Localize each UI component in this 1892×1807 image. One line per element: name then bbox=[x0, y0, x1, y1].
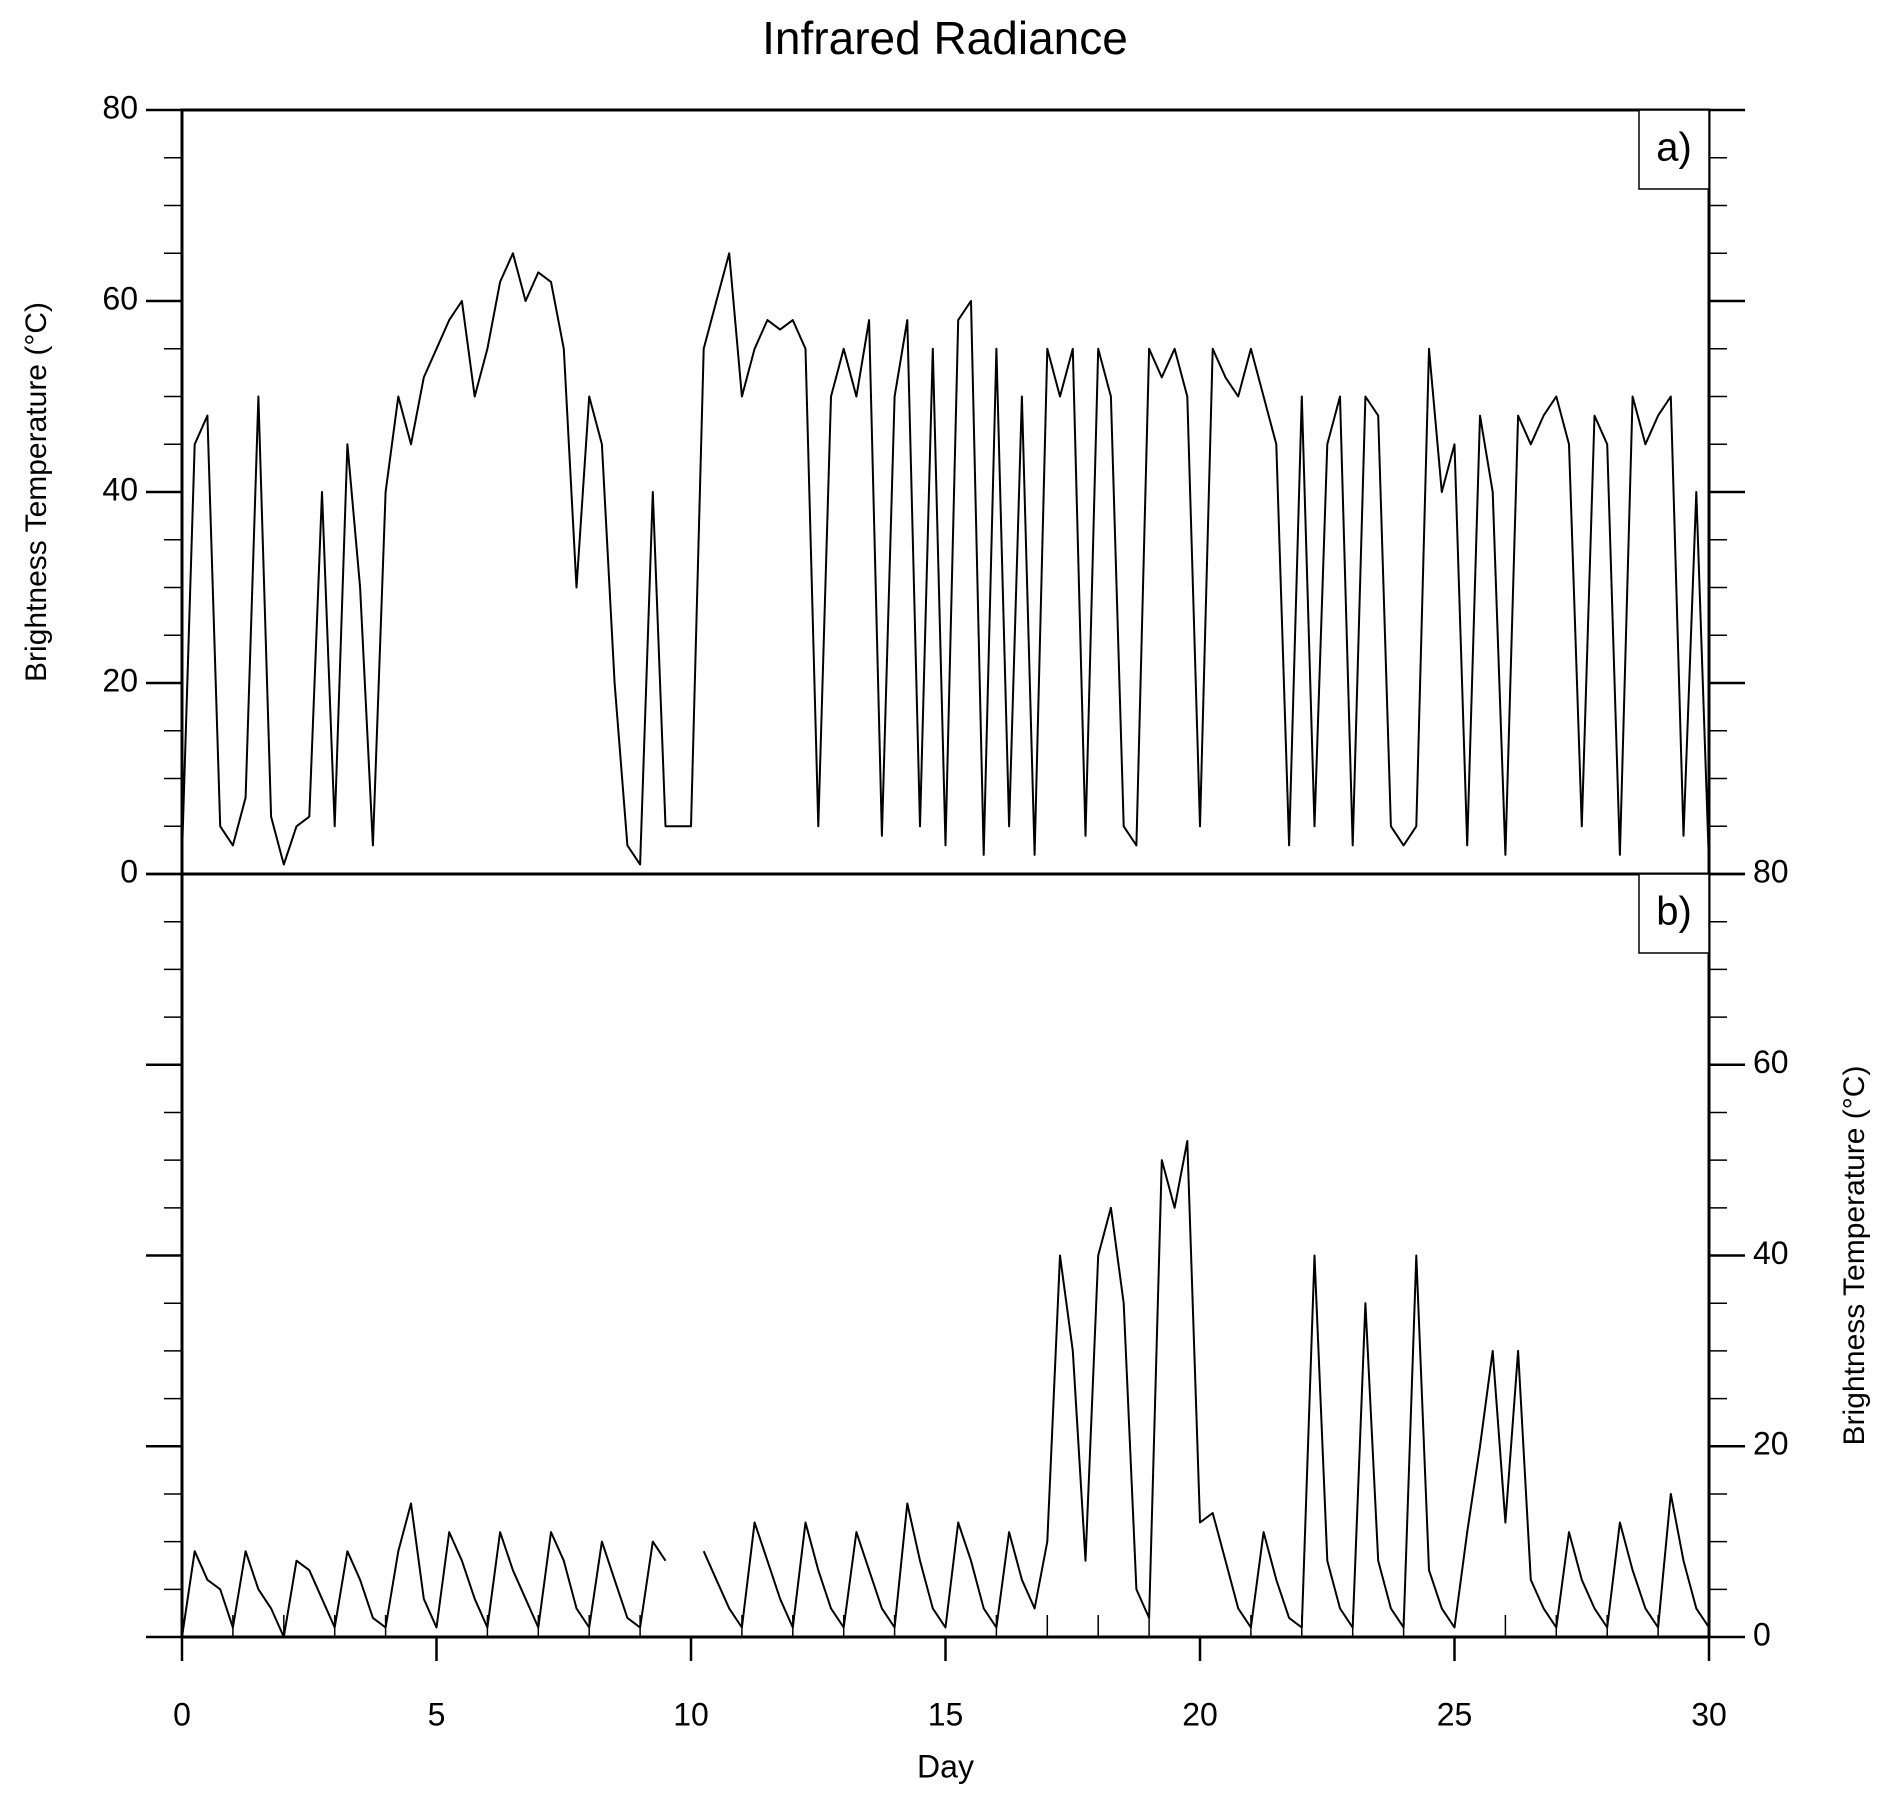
y-tick-label: 40 bbox=[102, 471, 138, 507]
x-tick-label: 0 bbox=[173, 1696, 191, 1732]
x-tick-label: 10 bbox=[673, 1696, 709, 1732]
panel-label-box bbox=[1638, 109, 1710, 190]
y-tick-label: 0 bbox=[120, 853, 138, 889]
y-axis-label: Brightness Temperature (°C) bbox=[20, 302, 53, 682]
y-tick-label: 40 bbox=[1753, 1235, 1789, 1271]
panel-label: b) bbox=[1656, 890, 1692, 934]
x-tick-label: 25 bbox=[1437, 1696, 1473, 1732]
y-tick-label: 80 bbox=[1753, 853, 1789, 889]
x-axis-label: Day bbox=[917, 1748, 974, 1784]
y-tick-label: 20 bbox=[1753, 1426, 1789, 1462]
panel-label-box bbox=[1638, 873, 1710, 954]
y-tick-label: 80 bbox=[102, 89, 138, 125]
x-tick-label: 5 bbox=[428, 1696, 446, 1732]
y-tick-label: 60 bbox=[1753, 1044, 1789, 1080]
y-tick-label: 60 bbox=[102, 280, 138, 316]
x-tick-label: 20 bbox=[1182, 1696, 1218, 1732]
y-axis-label: Brightness Temperature (°C) bbox=[1838, 1066, 1871, 1446]
data-line bbox=[181, 252, 1710, 866]
data-line bbox=[181, 1140, 1710, 1638]
y-tick-label: 20 bbox=[102, 662, 138, 698]
panel-label: a) bbox=[1656, 126, 1692, 170]
x-tick-label: 30 bbox=[1691, 1696, 1727, 1732]
y-tick-label: 0 bbox=[1753, 1616, 1771, 1652]
x-tick-label: 15 bbox=[928, 1696, 964, 1732]
plot-frame bbox=[180, 872, 1711, 1639]
chart-title: Infrared Radiance bbox=[762, 12, 1128, 64]
